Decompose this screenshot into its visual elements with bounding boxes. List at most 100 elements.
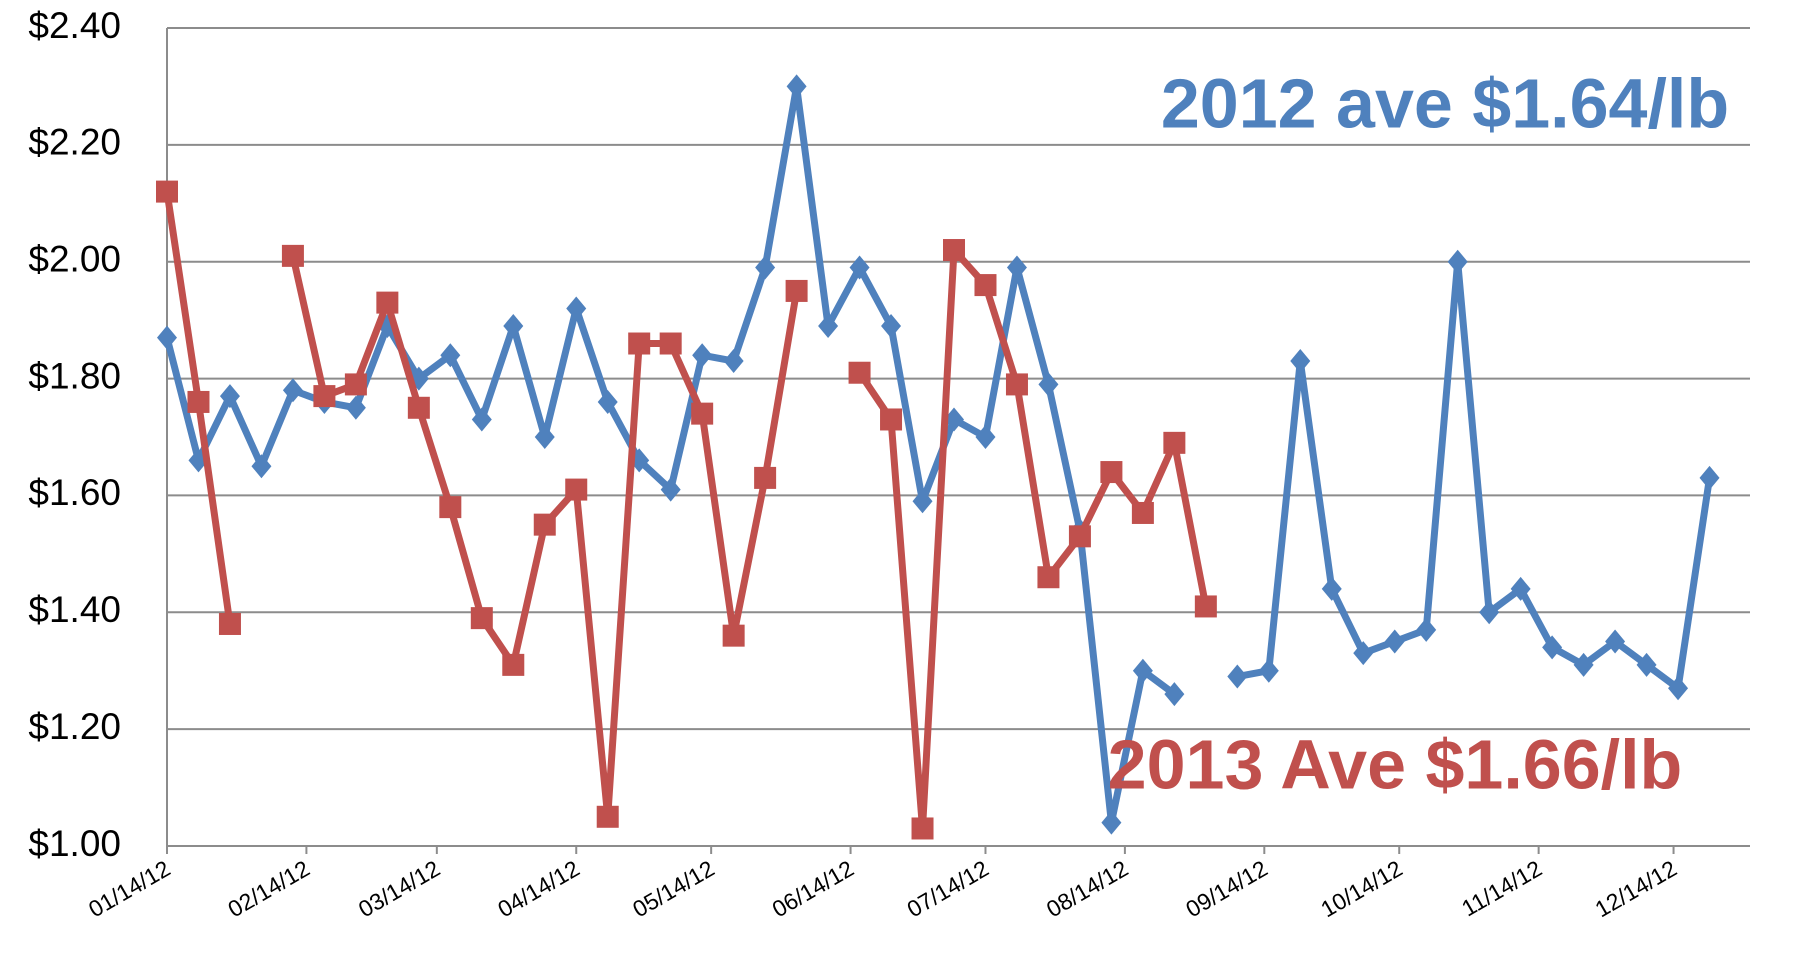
marker xyxy=(1132,658,1153,683)
marker xyxy=(1101,810,1122,835)
marker xyxy=(502,653,525,676)
y-tick-label: $1.60 xyxy=(28,472,121,513)
x-tick-label: 10/14/12 xyxy=(1316,855,1407,922)
marker xyxy=(755,255,776,280)
marker xyxy=(218,612,241,635)
marker xyxy=(1290,349,1311,374)
marker xyxy=(723,349,744,374)
annotation: 2012 ave $1.64/lb xyxy=(1161,64,1729,142)
marker xyxy=(596,805,619,828)
marker xyxy=(692,343,713,368)
marker xyxy=(1131,501,1154,524)
x-tick-label: 01/14/12 xyxy=(84,855,175,922)
marker xyxy=(1573,652,1594,677)
marker xyxy=(1163,431,1186,454)
marker xyxy=(1542,635,1563,660)
marker xyxy=(219,384,240,409)
marker xyxy=(1164,682,1185,707)
grid xyxy=(167,27,1750,847)
marker xyxy=(566,296,587,321)
marker xyxy=(818,313,839,338)
marker xyxy=(1353,641,1374,666)
marker xyxy=(313,385,336,408)
y-tick-label: $2.40 xyxy=(28,5,121,46)
x-tick-label: 03/14/12 xyxy=(354,855,445,922)
marker xyxy=(1416,617,1437,642)
marker xyxy=(659,332,682,355)
y-tick-label: $1.40 xyxy=(28,589,121,630)
series-line xyxy=(289,255,801,821)
marker xyxy=(944,407,965,432)
marker xyxy=(786,74,807,99)
marker xyxy=(911,817,934,840)
marker xyxy=(503,313,524,338)
marker xyxy=(660,477,681,502)
y-tick-label: $2.20 xyxy=(28,122,121,163)
marker xyxy=(534,425,555,449)
marker xyxy=(1006,255,1027,280)
series-line xyxy=(1236,258,1713,692)
marker xyxy=(376,291,399,314)
marker xyxy=(1321,576,1342,601)
annotation: 2013 Ave $1.66/lb xyxy=(1108,725,1683,803)
marker xyxy=(1605,629,1626,654)
marker xyxy=(1100,461,1123,484)
marker xyxy=(912,489,933,514)
marker xyxy=(974,274,997,297)
marker xyxy=(533,513,556,536)
marker xyxy=(344,373,367,396)
x-tick-label: 04/14/12 xyxy=(493,855,584,922)
marker xyxy=(1668,676,1689,701)
marker xyxy=(1636,652,1657,677)
x-tick-label: 06/14/12 xyxy=(768,855,859,922)
x-tick-label: 02/14/12 xyxy=(223,855,314,922)
y-tick-label: $1.20 xyxy=(28,706,121,747)
marker xyxy=(848,361,871,384)
marker xyxy=(1699,465,1720,490)
marker xyxy=(881,313,902,338)
marker xyxy=(345,395,366,420)
marker xyxy=(975,425,996,449)
marker xyxy=(849,255,870,280)
marker xyxy=(407,396,430,419)
marker xyxy=(1258,658,1279,683)
marker xyxy=(691,402,714,425)
marker xyxy=(1227,664,1248,689)
marker xyxy=(282,378,303,403)
x-tick-label: 12/14/12 xyxy=(1591,855,1682,922)
marker xyxy=(1447,249,1468,274)
marker xyxy=(943,239,966,262)
y-tick-label: $1.00 xyxy=(28,823,121,864)
x-tick-label: 09/14/12 xyxy=(1181,855,1272,922)
series-line xyxy=(856,246,1210,832)
marker xyxy=(628,332,651,355)
marker xyxy=(281,244,304,267)
x-tick-label: 11/14/12 xyxy=(1457,855,1546,921)
marker xyxy=(187,390,210,413)
marker xyxy=(1068,525,1091,548)
marker xyxy=(470,607,493,630)
series-line xyxy=(163,82,1177,827)
marker xyxy=(471,407,492,432)
marker xyxy=(157,325,177,350)
marker xyxy=(785,279,808,302)
marker xyxy=(251,454,272,479)
marker xyxy=(1005,373,1028,396)
y-tick-label: $1.80 xyxy=(28,355,121,396)
marker xyxy=(1384,629,1405,654)
marker xyxy=(722,624,745,647)
y-tick-label: $2.00 xyxy=(28,238,121,279)
marker xyxy=(880,408,903,431)
marker xyxy=(1194,595,1217,618)
marker xyxy=(565,478,588,501)
marker xyxy=(597,389,618,414)
x-tick-label: 07/14/12 xyxy=(902,855,993,922)
marker xyxy=(439,496,462,519)
marker xyxy=(156,180,178,203)
marker xyxy=(1037,566,1060,589)
marker xyxy=(1510,576,1531,601)
x-tick-label: 08/14/12 xyxy=(1042,855,1133,922)
x-tick-label: 05/14/12 xyxy=(628,855,719,922)
marker xyxy=(440,343,461,368)
